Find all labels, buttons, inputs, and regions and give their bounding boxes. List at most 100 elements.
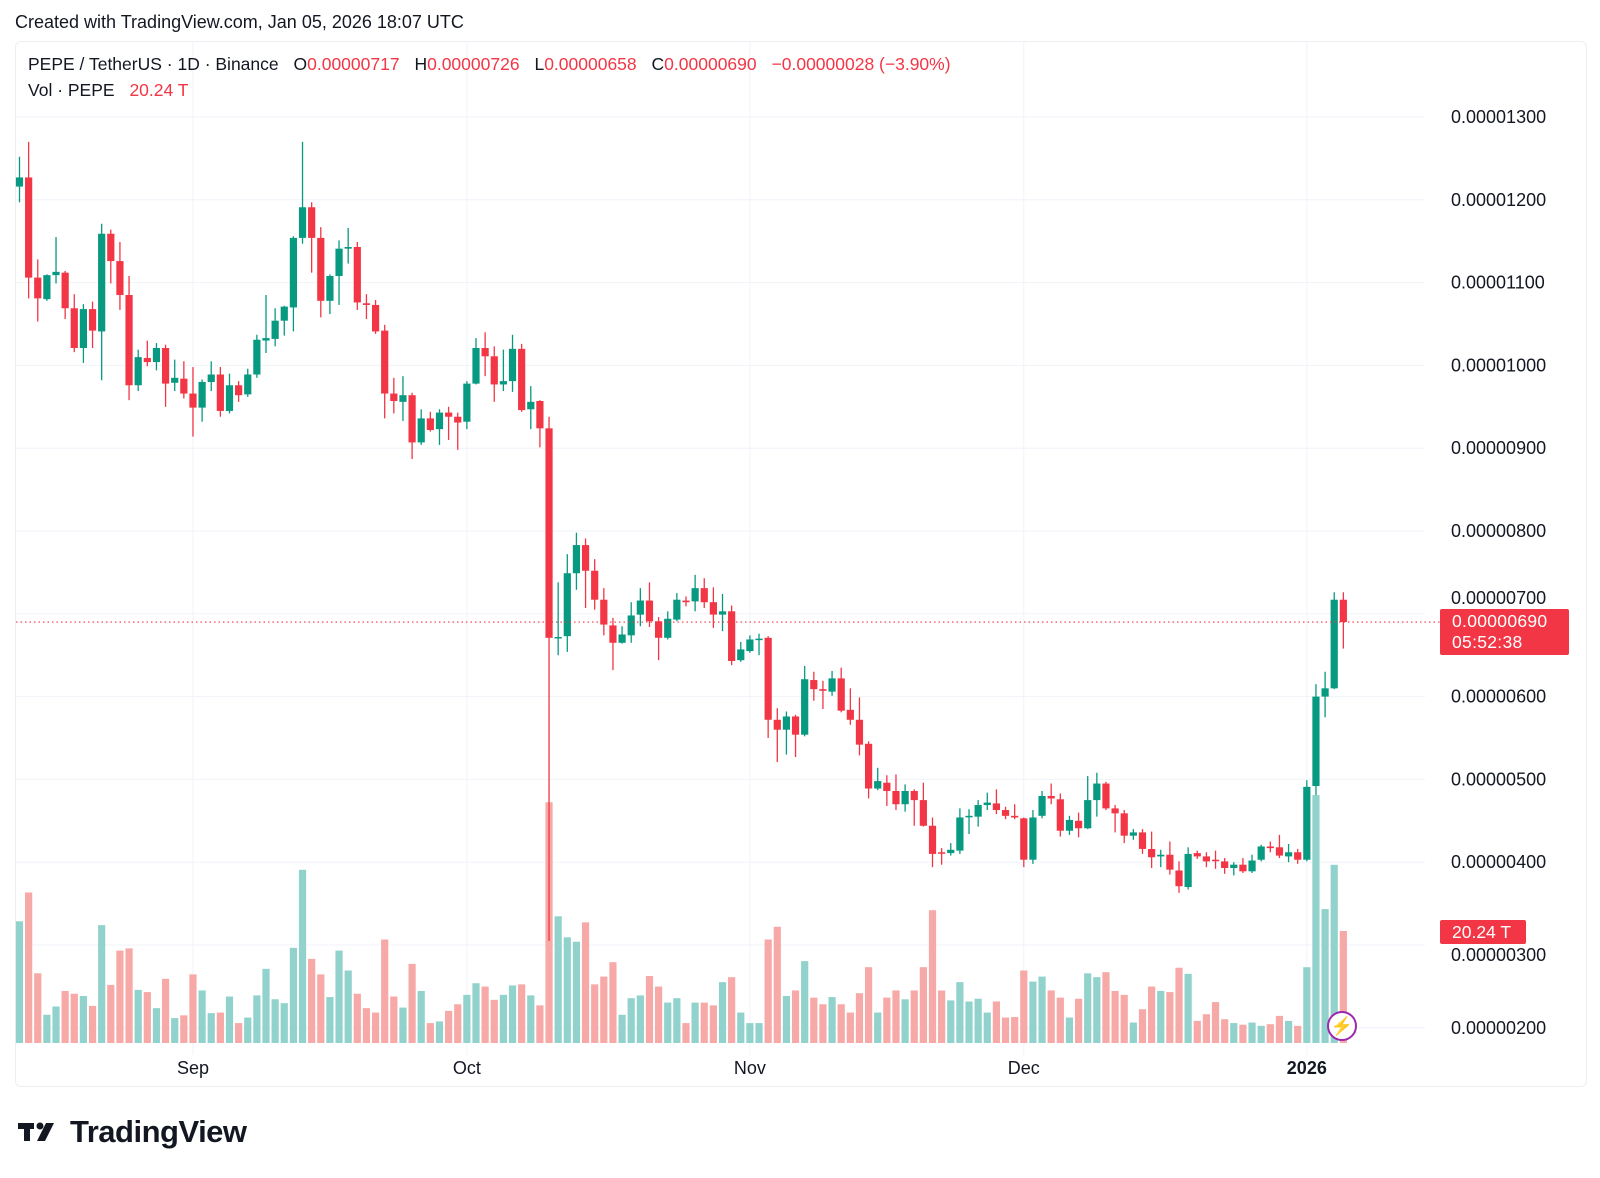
candle[interactable] [399, 376, 407, 421]
candle[interactable] [1029, 810, 1037, 864]
candle[interactable] [1074, 812, 1083, 838]
candle[interactable] [107, 229, 115, 284]
candle[interactable] [490, 346, 498, 402]
candle[interactable] [801, 665, 809, 737]
candle[interactable] [499, 349, 507, 392]
candle[interactable] [892, 774, 900, 811]
candle[interactable] [280, 305, 288, 336]
candle[interactable] [390, 377, 398, 414]
candle[interactable] [34, 259, 42, 322]
candle[interactable] [1321, 671, 1329, 718]
candle[interactable] [289, 236, 297, 332]
candle[interactable] [928, 817, 937, 868]
candle[interactable] [15, 156, 24, 203]
candle[interactable] [1184, 847, 1192, 890]
candle[interactable] [700, 578, 708, 609]
candle[interactable] [253, 334, 261, 378]
candle[interactable] [1257, 844, 1265, 862]
candle[interactable] [371, 299, 380, 334]
candle[interactable] [1239, 858, 1247, 873]
candle[interactable] [883, 775, 891, 806]
candle[interactable] [1001, 806, 1010, 820]
candle[interactable] [454, 412, 462, 450]
candle[interactable] [782, 711, 791, 755]
candle[interactable] [938, 848, 946, 865]
time-axis[interactable]: Sep Oct Nov Dec 2026 [177, 1058, 1327, 1078]
candle[interactable] [983, 792, 991, 811]
candle[interactable] [207, 361, 215, 392]
candle[interactable] [52, 237, 60, 284]
candle[interactable] [837, 667, 845, 713]
candle[interactable] [864, 741, 873, 799]
candle[interactable] [1248, 854, 1256, 873]
candle[interactable] [25, 141, 33, 299]
price-axis[interactable]: 0.00001300 0.00001200 0.00001100 0.00001000… [1451, 107, 1546, 1038]
candle[interactable] [417, 409, 425, 445]
candle[interactable] [956, 808, 964, 854]
candle[interactable] [344, 227, 352, 264]
candle[interactable] [874, 767, 882, 791]
candle[interactable] [508, 334, 517, 392]
candle[interactable] [572, 532, 581, 590]
candle[interactable] [1303, 780, 1311, 862]
candle[interactable] [1294, 848, 1302, 864]
candle[interactable] [381, 324, 389, 419]
candle[interactable] [1312, 684, 1320, 796]
candle[interactable] [527, 386, 535, 430]
candle[interactable] [326, 274, 334, 315]
candle[interactable] [79, 304, 88, 363]
candle[interactable] [1056, 793, 1064, 837]
candle[interactable] [901, 784, 909, 812]
candle[interactable] [609, 617, 617, 671]
candle[interactable] [189, 367, 197, 437]
candle[interactable] [244, 368, 252, 397]
candle[interactable] [1111, 805, 1119, 833]
candle[interactable] [664, 611, 672, 640]
candle[interactable] [1138, 829, 1147, 854]
candle[interactable] [718, 593, 727, 632]
candle[interactable] [910, 789, 918, 826]
candle[interactable] [1065, 815, 1074, 835]
candle[interactable] [1175, 861, 1183, 893]
candle[interactable] [171, 359, 179, 392]
candle[interactable] [134, 349, 142, 392]
candle[interactable] [618, 626, 626, 644]
candle[interactable] [98, 223, 106, 381]
candle[interactable] [1148, 831, 1156, 868]
candle[interactable] [308, 202, 316, 273]
candle[interactable] [1129, 829, 1137, 840]
candle[interactable] [1202, 852, 1210, 868]
candle[interactable] [1093, 772, 1101, 817]
candle[interactable] [773, 708, 781, 763]
candle[interactable] [1330, 592, 1338, 690]
candle[interactable] [1120, 810, 1128, 844]
candle[interactable] [481, 332, 489, 377]
candle[interactable] [682, 596, 690, 607]
candle[interactable] [791, 714, 800, 758]
candle[interactable] [828, 670, 836, 696]
candle[interactable] [472, 338, 480, 385]
candle[interactable] [655, 617, 663, 661]
candle[interactable] [180, 361, 188, 399]
candle[interactable] [1084, 776, 1092, 830]
candle[interactable] [1275, 834, 1284, 859]
candle[interactable] [846, 688, 854, 725]
candle[interactable] [554, 582, 562, 656]
candle[interactable] [819, 680, 827, 710]
candle[interactable] [709, 587, 717, 628]
candle[interactable] [143, 340, 151, 367]
candle[interactable] [591, 559, 599, 610]
candle[interactable] [810, 671, 818, 701]
candle[interactable] [435, 409, 444, 445]
candle[interactable] [1284, 843, 1293, 863]
candle[interactable] [600, 588, 608, 636]
candle[interactable] [536, 400, 544, 448]
candle[interactable] [1102, 781, 1110, 811]
candle[interactable] [855, 697, 864, 756]
candle[interactable] [965, 809, 973, 835]
candle[interactable] [225, 373, 234, 414]
candle[interactable] [1166, 841, 1174, 875]
candle[interactable] [408, 392, 416, 459]
candle[interactable] [161, 344, 170, 407]
